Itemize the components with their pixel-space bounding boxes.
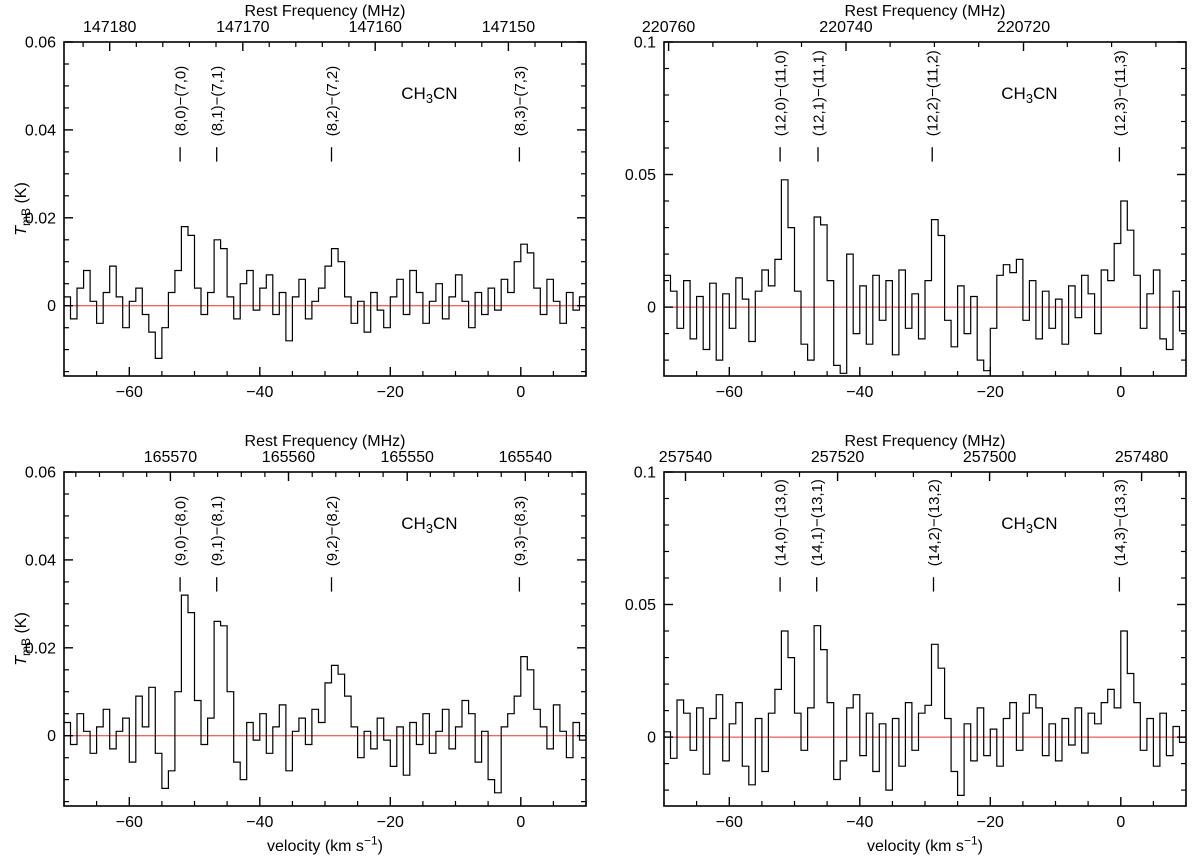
transition-label: (8,2)−(7,2) [324, 66, 341, 136]
frequency-tick-label: 257480 [1115, 449, 1168, 466]
frequency-tick-label: 165560 [262, 449, 315, 466]
frequency-tick-label: 165550 [381, 449, 434, 466]
frequency-tick-label: 220760 [642, 19, 695, 36]
transition-label: (9,1)−(8,1) [209, 496, 226, 566]
frequency-tick-label: 257520 [811, 449, 864, 466]
frequency-tick-label: 165540 [499, 449, 552, 466]
intensity-tick-label: 0.1 [634, 465, 656, 482]
velocity-axis-title: velocity (km s−1​) [867, 834, 983, 855]
intensity-tick-label: 0 [647, 730, 656, 747]
intensity-tick-label: 0.06 [25, 465, 56, 482]
intensity-tick-label: 0.05 [625, 597, 656, 614]
intensity-tick-label: 0 [47, 728, 56, 745]
frequency-tick-label: 257500 [963, 449, 1016, 466]
velocity-tick-label: −60 [116, 814, 143, 831]
transition-label: (8,1)−(7,1) [209, 66, 226, 136]
velocity-tick-label: −20 [377, 384, 404, 401]
velocity-tick-label: −20 [377, 814, 404, 831]
velocity-tick-label: 0 [516, 814, 525, 831]
intensity-tick-label: 0.02 [25, 210, 56, 227]
velocity-tick-label: 0 [1116, 384, 1125, 401]
velocity-tick-label: −60 [716, 384, 743, 401]
velocity-tick-label: 0 [1116, 814, 1125, 831]
spectrum-trace [64, 226, 586, 359]
velocity-tick-label: −20 [977, 814, 1004, 831]
transition-label: (8,0)−(7,0) [173, 66, 190, 136]
frequency-tick-label: 147170 [216, 19, 269, 36]
velocity-tick-label: −40 [246, 384, 273, 401]
velocity-tick-label: −60 [716, 814, 743, 831]
spectrum-panel-9-8: −60 −40 −20 0 0 0.02 0.04 0.06 165570 165560 16555… [13, 433, 587, 855]
spectrum-trace [664, 625, 1186, 796]
transition-label: (14,0)−(13,0) [773, 479, 790, 566]
spectrum-trace [664, 179, 1186, 374]
intensity-tick-label: 0.02 [25, 640, 56, 657]
frequency-tick-label: 257540 [659, 449, 712, 466]
molecule-label: CH3​CN [1001, 514, 1057, 536]
velocity-axis-title: velocity (km s−1​) [267, 834, 383, 855]
velocity-tick-label: −60 [116, 384, 143, 401]
intensity-tick-label: 0.06 [25, 35, 56, 52]
transition-label: (9,3)−(8,3) [512, 496, 529, 566]
frequency-tick-label: 147150 [482, 19, 535, 36]
frequency-tick-label: 147180 [83, 19, 136, 36]
velocity-tick-label: −20 [977, 384, 1004, 401]
intensity-tick-label: 0.04 [25, 552, 56, 569]
transition-label: (12,2)−(11,2) [925, 50, 942, 136]
molecule-label: CH3​CN [1001, 84, 1057, 106]
intensity-tick-label: 0 [47, 298, 56, 315]
velocity-tick-label: 0 [516, 384, 525, 401]
intensity-tick-label: 0.05 [625, 167, 656, 184]
molecule-label: CH3​CN [401, 514, 457, 536]
frequency-axis-title: Rest Frequency (MHz) [245, 3, 406, 20]
frequency-axis-title: Rest Frequency (MHz) [245, 433, 406, 450]
plot-frame [63, 471, 587, 807]
frequency-tick-label: 220740 [819, 19, 872, 36]
transition-label: (8,3)−(7,3) [512, 66, 529, 136]
spectrum-panel-8-7: −60 −40 −20 0 0 0.02 0.04 0.06 147180 147170 14716… [13, 3, 587, 401]
frequency-tick-label: 165570 [144, 449, 197, 466]
frequency-axis-title: Rest Frequency (MHz) [845, 433, 1006, 450]
transition-label: (12,3)−(11,3) [1112, 50, 1129, 136]
velocity-tick-label: −40 [846, 814, 873, 831]
transition-label: (14,2)−(13,2) [926, 479, 943, 566]
transition-label: (12,0)−(11,0) [773, 50, 790, 136]
intensity-tick-label: 0.04 [25, 122, 56, 139]
velocity-tick-label: −40 [846, 384, 873, 401]
spectrum-trace [64, 594, 586, 794]
frequency-tick-label: 220720 [997, 19, 1050, 36]
plot-frame [663, 471, 1187, 807]
transition-label: (12,1)−(11,1) [811, 50, 828, 136]
intensity-axis-title: TmB​ (K) [13, 182, 33, 236]
molecule-label: CH3​CN [401, 84, 457, 106]
plot-frame [63, 41, 587, 377]
transition-label: (14,3)−(13,3) [1112, 479, 1129, 566]
transition-label: (9,2)−(8,2) [324, 496, 341, 566]
frequency-tick-label: 147160 [349, 19, 402, 36]
velocity-tick-label: −40 [246, 814, 273, 831]
transition-label: (14,1)−(13,1) [809, 479, 826, 566]
plot-frame [663, 41, 1187, 377]
transition-label: (9,0)−(8,0) [173, 496, 190, 566]
intensity-tick-label: 0 [647, 300, 656, 317]
frequency-axis-title: Rest Frequency (MHz) [845, 3, 1006, 20]
intensity-tick-label: 0.1 [634, 35, 656, 52]
intensity-axis-title: TmB​ (K) [13, 612, 33, 666]
